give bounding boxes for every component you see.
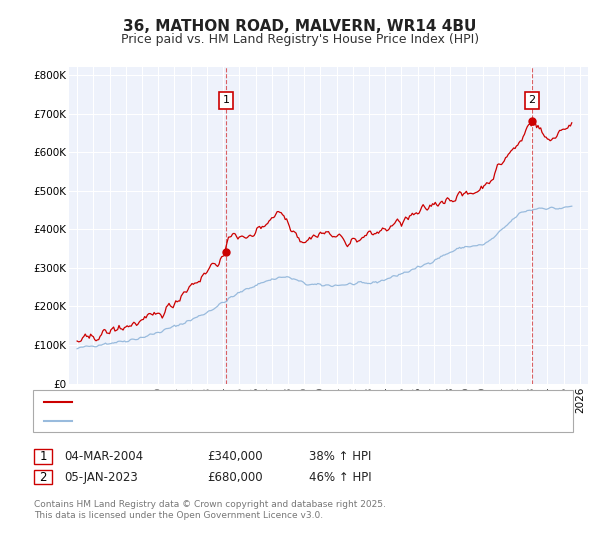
Text: 1: 1 xyxy=(40,450,47,463)
Text: 1: 1 xyxy=(223,95,229,105)
Text: 2: 2 xyxy=(40,470,47,484)
Text: £340,000: £340,000 xyxy=(207,450,263,463)
Text: 05-JAN-2023: 05-JAN-2023 xyxy=(64,470,138,484)
Text: 38% ↑ HPI: 38% ↑ HPI xyxy=(309,450,371,463)
Text: 46% ↑ HPI: 46% ↑ HPI xyxy=(309,470,371,484)
Text: HPI: Average price, detached house, Malvern Hills: HPI: Average price, detached house, Malv… xyxy=(76,416,354,426)
Text: 04-MAR-2004: 04-MAR-2004 xyxy=(64,450,143,463)
Text: 36, MATHON ROAD, MALVERN, WR14 4BU (detached house): 36, MATHON ROAD, MALVERN, WR14 4BU (deta… xyxy=(76,397,410,407)
Text: Contains HM Land Registry data © Crown copyright and database right 2025.
This d: Contains HM Land Registry data © Crown c… xyxy=(34,500,386,520)
Text: 36, MATHON ROAD, MALVERN, WR14 4BU: 36, MATHON ROAD, MALVERN, WR14 4BU xyxy=(124,19,476,34)
Text: Price paid vs. HM Land Registry's House Price Index (HPI): Price paid vs. HM Land Registry's House … xyxy=(121,32,479,46)
Text: £680,000: £680,000 xyxy=(207,470,263,484)
Text: 2: 2 xyxy=(529,95,535,105)
